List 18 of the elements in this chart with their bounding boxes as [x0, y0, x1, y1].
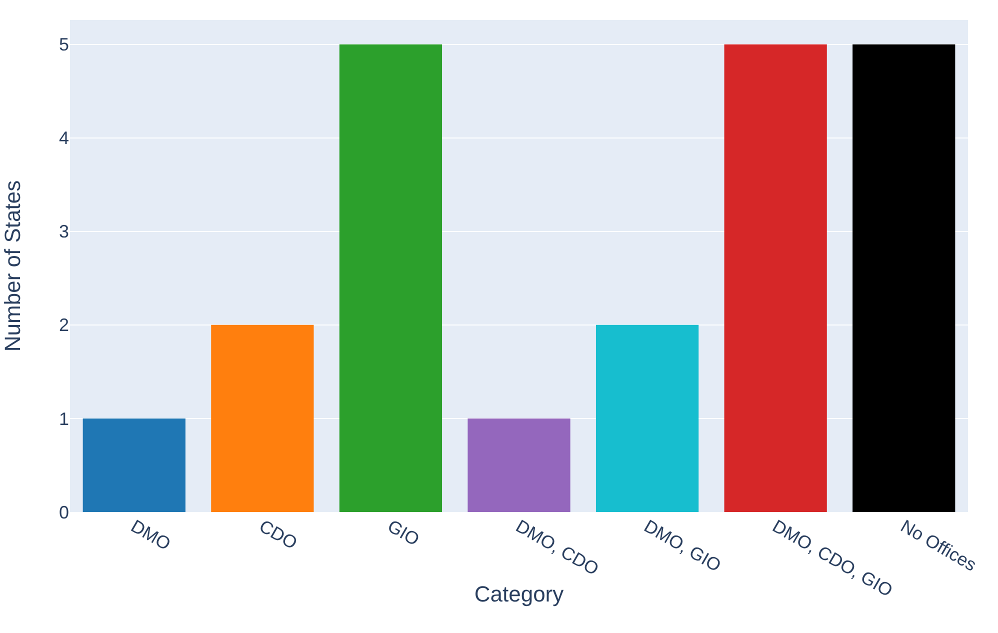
x-tick-label: GIO [384, 516, 423, 550]
bar [339, 44, 442, 512]
y-tick-label: 5 [58, 34, 69, 55]
bar [852, 44, 956, 512]
y-tick-label: 0 [58, 502, 69, 522]
y-tick-label: 2 [58, 315, 69, 336]
x-axis-title: Category [474, 581, 564, 606]
bar [468, 418, 570, 512]
y-tick-label: 3 [58, 222, 69, 242]
bar [596, 324, 699, 512]
y-tick-label: 4 [58, 128, 69, 148]
x-tick-label: CDO [256, 516, 301, 554]
bar [82, 418, 186, 512]
bar [724, 44, 827, 512]
y-tick-label: 1 [58, 408, 69, 429]
bar [211, 324, 314, 512]
x-tick-label: DMO [128, 516, 174, 554]
y-axis-title: Number of States [0, 180, 25, 352]
